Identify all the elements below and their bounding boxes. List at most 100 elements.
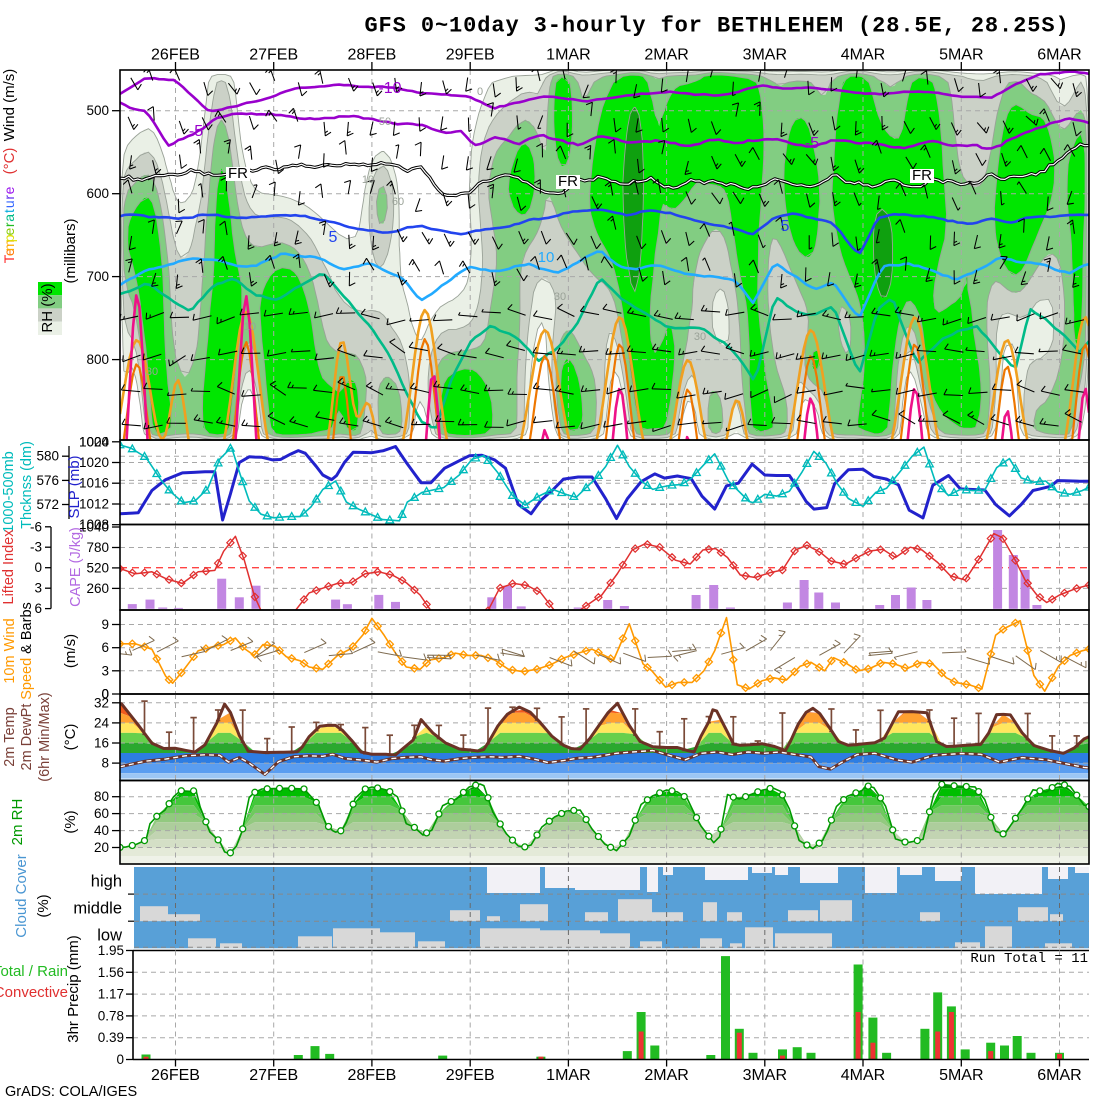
svg-text:28FEB: 28FEB: [347, 47, 396, 64]
svg-text:1020: 1020: [79, 455, 109, 470]
svg-text:T: T: [1, 254, 17, 263]
svg-text:2MAR: 2MAR: [644, 47, 688, 64]
svg-text:2m Temp: 2m Temp: [2, 707, 18, 766]
svg-text:26FEB: 26FEB: [151, 1067, 200, 1084]
svg-text:p: p: [1, 234, 17, 242]
svg-text:Cloud Cover: Cloud Cover: [13, 854, 30, 937]
svg-text:27FEB: 27FEB: [249, 1067, 298, 1084]
svg-text:40: 40: [94, 823, 109, 838]
svg-text:FR: FR: [558, 173, 578, 190]
svg-text:50: 50: [379, 116, 391, 128]
svg-text:3: 3: [101, 663, 109, 678]
svg-text:1016: 1016: [79, 476, 109, 491]
svg-text:Lifted Index: Lifted Index: [1, 529, 17, 605]
svg-text:6: 6: [34, 601, 42, 616]
svg-text:1000-500mb: 1000-500mb: [1, 451, 17, 532]
svg-text:6: 6: [101, 640, 109, 655]
svg-text:m: m: [1, 239, 17, 251]
svg-text:0: 0: [101, 687, 109, 702]
svg-text:0: 0: [101, 687, 109, 702]
svg-text:10: 10: [538, 249, 555, 266]
svg-text:3MAR: 3MAR: [743, 47, 787, 64]
svg-text:520: 520: [86, 560, 109, 575]
svg-text:Wind (m/s): Wind (m/s): [1, 69, 18, 142]
svg-text:e: e: [1, 248, 17, 256]
svg-text:24: 24: [94, 715, 110, 730]
svg-text:30: 30: [146, 366, 158, 378]
svg-text:572: 572: [36, 497, 59, 512]
svg-text:GFS 0~10day 3-hourly for BETHL: GFS 0~10day 3-hourly for BETHLEHEM (28.5…: [364, 14, 1069, 39]
svg-text:2m RH: 2m RH: [9, 799, 26, 846]
svg-text:1040: 1040: [79, 520, 109, 535]
svg-text:0.78: 0.78: [98, 1008, 124, 1023]
svg-text:CAPE (J/kg): CAPE (J/kg): [68, 527, 84, 607]
svg-text:(°C): (°C): [62, 724, 79, 751]
svg-text:9: 9: [101, 617, 109, 632]
svg-text:low: low: [97, 927, 122, 945]
svg-text:1MAR: 1MAR: [546, 1067, 590, 1084]
svg-text:26FEB: 26FEB: [151, 47, 200, 64]
svg-text:Total / Rain: Total / Rain: [0, 963, 68, 980]
svg-text:30: 30: [694, 331, 706, 343]
svg-text:3: 3: [34, 581, 42, 596]
svg-text:1008: 1008: [79, 517, 109, 532]
svg-text:32: 32: [94, 695, 109, 710]
svg-text:28FEB: 28FEB: [347, 1067, 396, 1084]
svg-text:16: 16: [94, 736, 109, 751]
svg-text:6MAR: 6MAR: [1037, 47, 1081, 64]
svg-text:3MAR: 3MAR: [743, 1067, 787, 1084]
svg-text:e: e: [1, 186, 17, 194]
svg-text:4MAR: 4MAR: [841, 47, 885, 64]
svg-text:1024: 1024: [79, 434, 110, 449]
svg-text:260: 260: [86, 581, 109, 596]
svg-text:Speed & Barbs: Speed & Barbs: [19, 602, 35, 700]
svg-text:5MAR: 5MAR: [939, 1067, 983, 1084]
svg-text:1.95: 1.95: [98, 943, 124, 958]
svg-text:t: t: [1, 209, 17, 213]
svg-text:middle: middle: [73, 900, 122, 918]
svg-text:-10: -10: [378, 80, 401, 97]
svg-text:5: 5: [781, 218, 790, 235]
svg-text:10m Wind: 10m Wind: [2, 618, 18, 683]
svg-text:1.56: 1.56: [98, 965, 124, 980]
svg-text:-5: -5: [189, 123, 203, 140]
svg-text:0.39: 0.39: [98, 1030, 124, 1045]
svg-text:10: 10: [244, 321, 256, 333]
svg-text:30: 30: [554, 291, 566, 303]
svg-text:0: 0: [34, 560, 42, 575]
svg-text:5MAR: 5MAR: [939, 47, 983, 64]
svg-text:1MAR: 1MAR: [546, 47, 590, 64]
svg-text:u: u: [1, 200, 17, 208]
svg-text:29FEB: 29FEB: [446, 47, 495, 64]
svg-text:RH (%): RH (%): [39, 283, 56, 332]
svg-text:0: 0: [116, 1052, 124, 1067]
svg-text:-3: -3: [30, 540, 42, 555]
svg-text:(°C): (°C): [1, 148, 18, 175]
svg-text:(%): (%): [62, 810, 79, 833]
svg-text:(m/s): (m/s): [62, 634, 79, 668]
svg-text:6MAR: 6MAR: [1037, 1067, 1081, 1084]
svg-text:e: e: [1, 227, 17, 235]
svg-text:2m DewPt: 2m DewPt: [19, 704, 35, 771]
svg-text:Thcknss (dm): Thcknss (dm): [19, 441, 35, 529]
svg-text:-5: -5: [805, 135, 819, 152]
svg-text:0: 0: [477, 86, 483, 98]
svg-text:GrADS: COLA/IGES: GrADS: COLA/IGES: [5, 1084, 137, 1100]
svg-text:high: high: [91, 873, 122, 891]
svg-text:8: 8: [101, 756, 109, 771]
svg-text:1012: 1012: [79, 497, 109, 512]
svg-text:10: 10: [362, 174, 374, 186]
svg-text:580: 580: [36, 449, 59, 464]
svg-text:2MAR: 2MAR: [644, 1067, 688, 1084]
svg-text:800: 800: [86, 352, 109, 367]
svg-text:5: 5: [329, 229, 338, 246]
svg-text:(6hr Min/Max): (6hr Min/Max): [37, 692, 53, 781]
svg-text:-6: -6: [30, 519, 42, 534]
svg-text:FR: FR: [912, 167, 932, 184]
svg-text:29FEB: 29FEB: [446, 1067, 495, 1084]
svg-text:600: 600: [86, 186, 109, 201]
svg-text:r: r: [1, 222, 17, 227]
svg-text:SLP (mb): SLP (mb): [66, 455, 83, 518]
svg-text:3hr Precip (mm): 3hr Precip (mm): [65, 935, 82, 1043]
svg-text:Run Total = 11: Run Total = 11: [970, 951, 1088, 967]
